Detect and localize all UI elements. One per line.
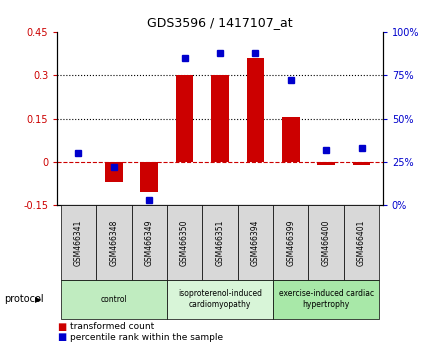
Text: GSM466401: GSM466401: [357, 219, 366, 266]
Text: percentile rank within the sample: percentile rank within the sample: [70, 333, 224, 342]
Text: GSM466349: GSM466349: [145, 219, 154, 266]
Text: ▶: ▶: [35, 295, 41, 304]
Text: control: control: [100, 295, 127, 304]
Text: protocol: protocol: [4, 294, 44, 304]
Text: GSM466350: GSM466350: [180, 219, 189, 266]
Bar: [282, 117, 300, 162]
Bar: [353, 162, 370, 165]
Text: GSM466348: GSM466348: [109, 219, 118, 266]
Bar: [61, 280, 167, 319]
Text: GSM466341: GSM466341: [74, 219, 83, 266]
Bar: [317, 162, 335, 165]
Text: isoproterenol-induced
cardiomyopathy: isoproterenol-induced cardiomyopathy: [178, 290, 262, 309]
Text: GSM466394: GSM466394: [251, 219, 260, 266]
Bar: [238, 205, 273, 280]
Bar: [167, 205, 202, 280]
Text: ■: ■: [57, 322, 66, 332]
Title: GDS3596 / 1417107_at: GDS3596 / 1417107_at: [147, 16, 293, 29]
Bar: [61, 205, 96, 280]
Bar: [167, 280, 273, 319]
Bar: [308, 205, 344, 280]
Bar: [273, 280, 379, 319]
Text: transformed count: transformed count: [70, 322, 154, 331]
Bar: [246, 58, 264, 162]
Bar: [273, 205, 308, 280]
Bar: [105, 162, 123, 182]
Text: ■: ■: [57, 332, 66, 342]
Text: GSM466351: GSM466351: [216, 219, 224, 266]
Bar: [132, 205, 167, 280]
Text: exercise-induced cardiac
hypertrophy: exercise-induced cardiac hypertrophy: [279, 290, 374, 309]
Text: GSM466399: GSM466399: [286, 219, 295, 266]
Bar: [140, 162, 158, 192]
Bar: [96, 205, 132, 280]
Bar: [176, 75, 194, 162]
Bar: [202, 205, 238, 280]
Text: GSM466400: GSM466400: [322, 219, 331, 266]
Bar: [344, 205, 379, 280]
Bar: [211, 75, 229, 162]
